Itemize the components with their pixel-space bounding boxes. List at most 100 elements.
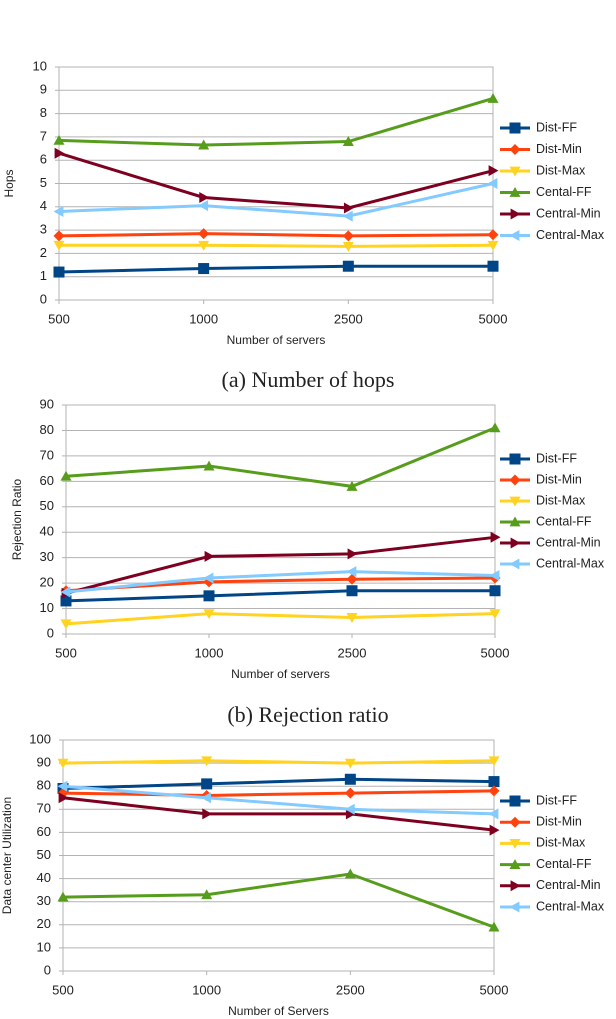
legend-label: Central-Min [536,878,601,892]
data-point [198,139,210,150]
legend-marker [509,496,521,507]
series-line [62,872,495,929]
legend-marker [509,859,521,869]
legend-marker [510,537,521,549]
legend-marker [509,474,521,486]
data-point [489,422,501,433]
y-tick-label: 100 [29,731,51,746]
legend-label: Dist-Min [536,472,582,486]
x-tick-label: 1000 [192,982,221,997]
legend-marker [510,880,521,892]
data-point [489,585,501,597]
y-tick-label: 10 [40,600,54,615]
data-point [57,780,68,792]
y-tick-label: 10 [33,58,47,73]
legend-marker [509,516,521,527]
y-axis-label: Data center Utilization [0,797,14,914]
y-tick-label: 30 [37,893,51,908]
series-line [65,535,496,595]
series-line [62,789,495,797]
data-point [57,891,69,902]
legend-label: Dist-FF [536,793,577,807]
legend-marker [509,187,521,197]
legend-label: Dist-FF [536,120,577,134]
x-tick-label: 2500 [336,982,365,997]
legend-marker [509,901,520,913]
y-tick-label: 90 [37,755,51,770]
x-axis-label: Number of servers [227,333,326,347]
y-tick-label: 30 [40,549,54,564]
data-point [342,230,354,242]
data-point [490,531,501,543]
data-point [346,573,358,585]
legend-label: Dist-FF [536,451,577,465]
x-tick-label: 2500 [338,645,367,660]
series-line [62,784,495,816]
y-tick-label: 60 [40,473,54,488]
y-tick-label: 70 [40,447,54,462]
legend-label: Cental-FF [536,514,592,528]
legend-marker [509,453,521,465]
caption: (a) Number of hops [222,367,395,392]
data-point [342,210,353,222]
series-line [58,232,494,238]
data-point [53,230,65,242]
y-tick-label: 4 [40,198,47,213]
series-line [62,777,495,791]
y-tick-label: 7 [40,128,47,143]
data-point [487,178,498,189]
caption: (b) Rejection ratio [227,702,388,727]
legend-label: Central-Max [536,228,605,242]
legend-label: Dist-Max [536,163,586,177]
x-tick-label: 5000 [481,645,510,660]
y-tick-label: 0 [47,625,54,640]
data-point [344,803,355,815]
data-point [487,240,499,251]
y-tick-label: 80 [40,422,54,437]
data-point [203,460,215,471]
data-point [488,785,500,797]
data-point [53,266,65,278]
data-point [488,776,500,788]
x-tick-label: 1000 [195,645,224,660]
series-line [58,97,494,147]
data-point [53,205,64,217]
data-point [203,609,215,620]
series-line [58,182,494,218]
data-point [203,590,215,602]
x-tick-label: 2500 [334,311,363,326]
y-tick-label: 2 [40,245,47,260]
x-tick-label: 1000 [189,311,218,326]
y-tick-label: 90 [40,396,54,411]
y-tick-label: 40 [37,870,51,885]
y-tick-label: 40 [40,524,54,539]
y-tick-label: 0 [44,962,51,977]
data-point [201,778,213,790]
y-tick-label: 8 [40,105,47,120]
data-point [344,787,356,799]
x-tick-label: 5000 [480,982,509,997]
legend-marker [509,558,520,570]
data-point [201,792,212,804]
y-tick-label: 20 [37,916,51,931]
data-point [203,572,214,584]
legend-label: Dist-Max [536,836,586,850]
legend-marker [510,208,521,220]
legend-label: Cental-FF [536,857,592,871]
data-point [60,470,72,481]
y-tick-label: 9 [40,82,47,97]
data-point [346,613,358,623]
legend-marker [509,816,521,828]
data-point [343,202,354,214]
x-axis-label: Number of servers [231,667,330,681]
legend-marker [509,839,521,849]
data-point [487,229,499,241]
y-tick-label: 10 [37,939,51,954]
x-tick-label: 500 [52,982,74,997]
legend-label: Central-Min [536,535,601,549]
legend-marker [509,166,521,177]
data-point [54,147,65,159]
y-tick-label: 50 [37,847,51,862]
data-point [199,191,210,203]
